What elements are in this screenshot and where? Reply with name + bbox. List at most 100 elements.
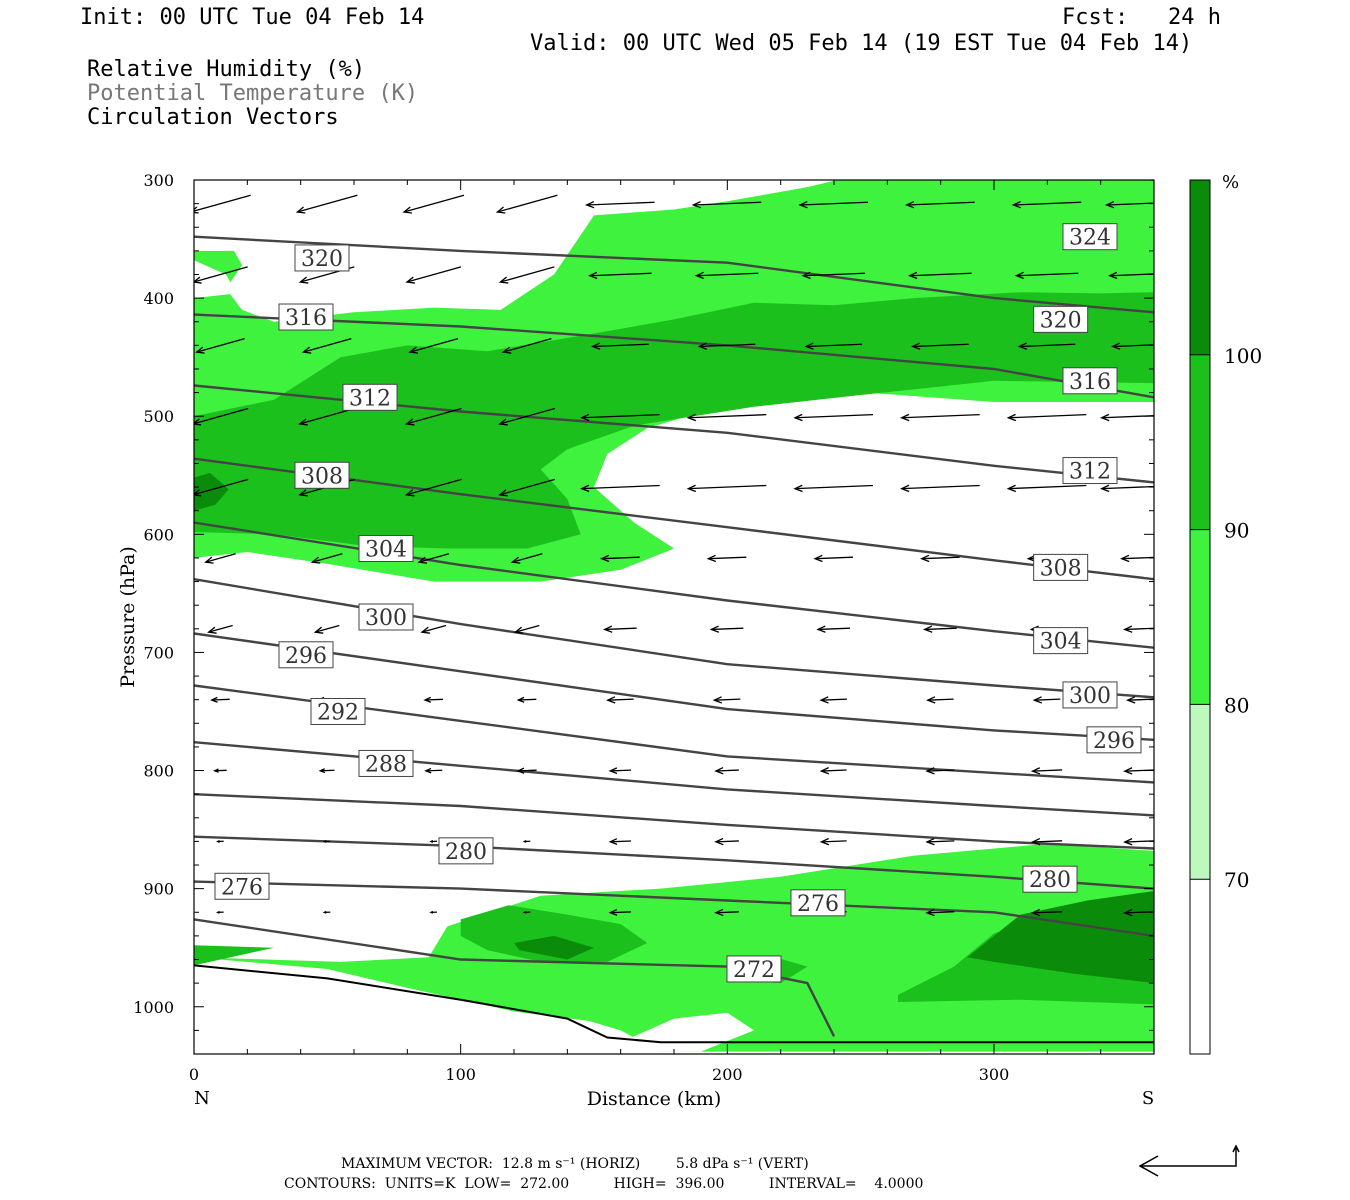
contour-label-box [214, 872, 270, 900]
vector-head [709, 625, 720, 633]
vector-shaft [817, 627, 851, 631]
vector-head [194, 276, 202, 284]
vector-head [819, 767, 830, 775]
vector-shaft [906, 201, 975, 206]
vector-head [1030, 767, 1041, 775]
vector-shaft [515, 624, 540, 633]
circulation-vector [1104, 200, 1154, 209]
circulation-vector [215, 910, 224, 914]
vector-shaft [194, 194, 251, 212]
vector-shaft [406, 478, 462, 496]
vector-head [429, 910, 434, 914]
vector-head [298, 418, 308, 426]
contour-label-box [1022, 865, 1078, 893]
vector-head [522, 840, 527, 843]
vector-shaft [303, 338, 352, 353]
contour-label-304: 304 [365, 537, 407, 562]
circulation-vector [522, 910, 531, 914]
circulation-vector [215, 840, 224, 843]
vector-shaft [205, 553, 236, 563]
vector-shaft [497, 194, 558, 213]
vector-head [579, 413, 590, 422]
vector-head [1123, 767, 1133, 775]
vector-head [599, 554, 610, 563]
vector-head [907, 271, 918, 280]
vector-head [215, 840, 220, 843]
footer-max-vector: MAXIMUM VECTOR: 12.8 m s⁻¹ (HORIZ) 5.8 d… [341, 1156, 809, 1172]
circulation-vector [404, 478, 462, 497]
vector-shaft [802, 272, 866, 277]
vector-shaft [610, 911, 632, 914]
vector-shaft [518, 698, 537, 701]
vector-shaft [194, 407, 249, 425]
contour-label-box [790, 889, 846, 917]
contour-label-320: 320 [301, 247, 343, 272]
vector-head [1123, 838, 1133, 846]
vector-head [513, 626, 524, 634]
vector-head [1119, 554, 1130, 563]
vector-shaft [901, 414, 980, 419]
circulation-vector [424, 767, 443, 774]
vector-shaft [715, 769, 739, 772]
circulation-vector [804, 342, 863, 350]
vector-shaft [211, 698, 230, 701]
colorbar-label-90: 90 [1224, 519, 1249, 543]
vector-shaft [503, 338, 552, 353]
vector-head [298, 489, 308, 497]
circulation-vector [608, 838, 632, 845]
vector-head [195, 346, 205, 354]
contour-label-280: 280 [1029, 868, 1071, 893]
vector-shaft [610, 840, 632, 843]
vector-head [212, 768, 219, 773]
circulation-vector [925, 837, 955, 846]
vector-head [922, 625, 933, 633]
circulation-vector [819, 837, 847, 846]
y-tick-label-300: 300 [143, 171, 174, 190]
circulation-vector [209, 696, 230, 703]
vector-shaft [821, 840, 847, 843]
circulation-vector [404, 407, 462, 426]
circulation-vector [714, 767, 739, 775]
circulation-vector [516, 767, 537, 774]
vector-shaft [909, 272, 972, 277]
vector-head [798, 200, 808, 209]
circulation-vector [194, 266, 248, 284]
circulation-vector [429, 910, 438, 914]
colorbar-label-100: 100 [1224, 344, 1262, 368]
vector-shaft [1008, 484, 1087, 490]
vector-shaft [699, 343, 756, 348]
circulation-vector [813, 554, 854, 563]
vector-head [1122, 625, 1133, 633]
vector-shaft [196, 338, 245, 353]
legend-rh: Relative Humidity (%) [87, 57, 366, 82]
vector-shaft [794, 484, 874, 490]
contour-label-box [1033, 305, 1089, 333]
circulation-vector [1030, 767, 1063, 775]
circulation-vector [510, 553, 543, 564]
circulation-vector [301, 338, 352, 354]
vector-shaft [688, 414, 767, 419]
y-tick-label-400: 400 [143, 289, 174, 308]
x-tick-label-100: 100 [445, 1065, 476, 1084]
vector-head [793, 413, 803, 422]
circulation-vector [295, 194, 358, 214]
vector-shaft [696, 272, 759, 277]
vector-head [608, 908, 618, 916]
contour-label-276: 276 [797, 892, 839, 917]
circulation-vector [1107, 271, 1154, 280]
circulation-vector [1006, 413, 1087, 422]
colorbar-segment-0 [1190, 180, 1210, 355]
vector-head [1006, 484, 1017, 493]
vector-head [420, 626, 431, 634]
vector-shaft [1112, 344, 1154, 348]
vector-head [579, 484, 590, 493]
vector-head [1110, 342, 1121, 350]
circulation-vector [925, 767, 955, 775]
rh-region-2 [194, 472, 229, 511]
circulation-vector [602, 625, 637, 633]
rh-region-5 [460, 905, 648, 962]
vector-shaft [820, 698, 848, 701]
x-tick-label-0: 0 [189, 1065, 199, 1084]
init-time: Init: 00 UTC Tue 04 Feb 14 [80, 5, 425, 30]
